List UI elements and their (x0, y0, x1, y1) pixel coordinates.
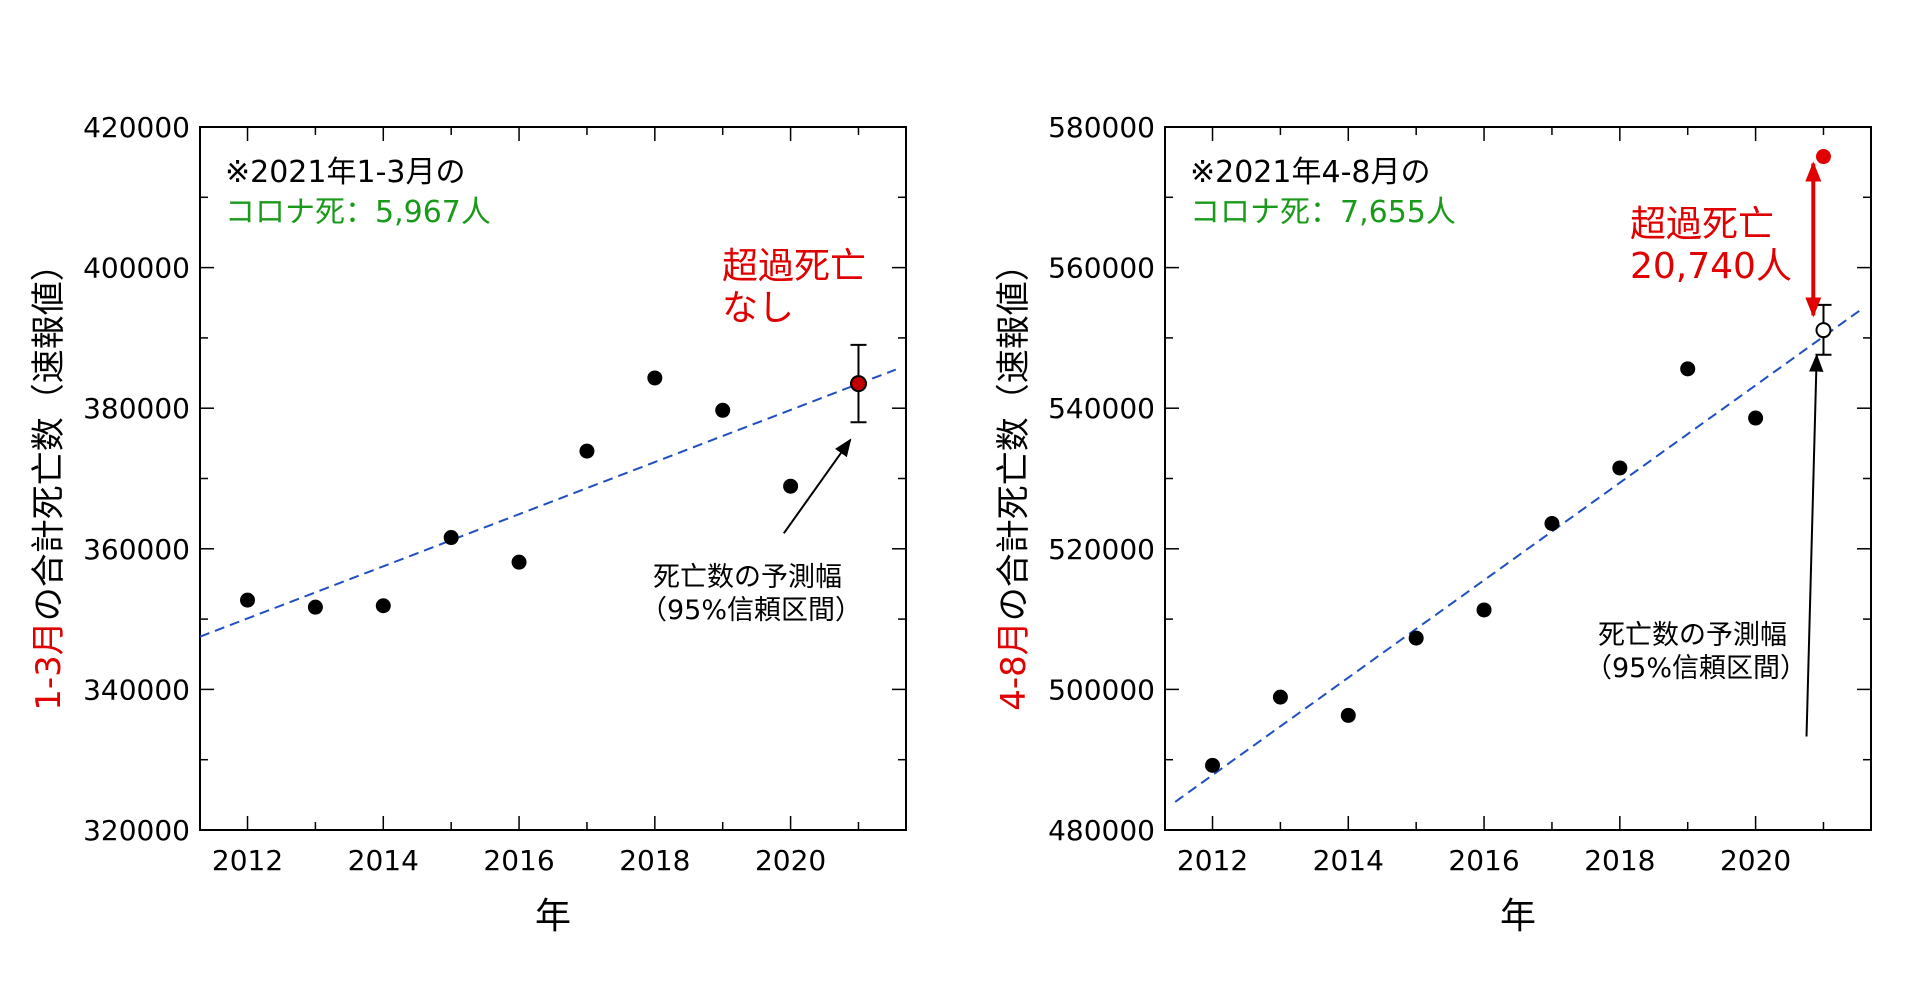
data-point (1544, 515, 1560, 531)
data-point (715, 402, 731, 418)
arrow-label-line1: 死亡数の予測幅 (653, 562, 842, 593)
excess-label-line1: 超過死亡 (1630, 204, 1774, 245)
covid-note-line1: ※2021年4-8月の (1190, 155, 1430, 190)
x-tick-label: 2014 (348, 844, 419, 877)
covid-note-line2: コロナ死：7,655人 (1190, 195, 1456, 230)
prediction-arrow (782, 438, 852, 534)
data-point (1748, 410, 1764, 426)
data-points (1205, 361, 1764, 773)
x-tick-label: 2018 (1584, 844, 1655, 877)
data-points (240, 370, 799, 615)
x-tick-label: 2018 (619, 844, 690, 877)
observed-2021-point (1815, 149, 1831, 165)
observed-2021-point (849, 375, 867, 393)
y-tick-label: 400000 (83, 252, 190, 285)
data-point (1612, 460, 1628, 476)
plot-frame (199, 126, 907, 831)
data-point (511, 554, 527, 570)
y-tick-labels: 480000 500000 520000 540000 560000 580000 (1048, 111, 1155, 847)
prediction-arrow (1805, 353, 1824, 737)
data-point (240, 592, 256, 608)
excess-label-line2: 20,740人 (1630, 246, 1792, 287)
y-tick-label: 340000 (83, 673, 190, 706)
data-point (1680, 361, 1696, 377)
y-tick-label: 560000 (1048, 252, 1155, 285)
y-axis-label-period: 4-8月 (994, 621, 1034, 711)
arrow-label-line2: （95%信頼区間） (1585, 653, 1807, 684)
y-tick-label: 420000 (83, 111, 190, 144)
x-axis-label: 年 (535, 896, 571, 937)
y-tick-label: 520000 (1048, 533, 1155, 566)
x-tick-label: 2016 (1448, 844, 1519, 877)
x-tick-label: 2020 (1720, 844, 1791, 877)
y-tick-label: 580000 (1048, 111, 1155, 144)
data-point (1408, 630, 1424, 646)
y-tick-label: 380000 (83, 392, 190, 425)
trend-line (1174, 308, 1862, 803)
predicted-2021-point (1815, 322, 1832, 339)
excess-label-line1: 超過死亡 (722, 246, 866, 287)
y-tick-label: 320000 (83, 814, 190, 847)
y-axis-label-period: 1-3月 (29, 621, 69, 711)
data-point (375, 598, 391, 614)
excess-label-line2: なし (722, 288, 794, 329)
arrow-label-line2: （95%信頼区間） (640, 595, 862, 626)
y-axis-label: 1-3月の合計死亡数（速報値） (29, 247, 69, 711)
x-tick-label: 2012 (1177, 844, 1248, 877)
data-point (1476, 602, 1492, 618)
arrow-label-line1: 死亡数の予測幅 (1598, 620, 1787, 651)
trend-line (199, 368, 897, 638)
y-axis-label-rest: の合計死亡数（速報値） (29, 247, 69, 621)
y-tick-label: 500000 (1048, 673, 1155, 706)
y-axis-label: 4-8月の合計死亡数（速報値） (994, 247, 1034, 711)
data-point (1205, 757, 1221, 773)
axis-ticks (200, 126, 906, 831)
y-tick-label: 540000 (1048, 392, 1155, 425)
data-point (307, 599, 323, 615)
chart-panel-jan-mar: 320000 340000 360000 380000 400000 420000 201… (29, 111, 907, 937)
data-point (579, 443, 595, 459)
data-point (1340, 707, 1356, 723)
data-point (1272, 689, 1288, 705)
x-tick-labels: 2012 2014 2016 2018 2020 (212, 844, 826, 877)
covid-note-line2: コロナ死：5,967人 (225, 195, 491, 230)
chart-panel-apr-aug: 480000 500000 520000 540000 560000 580000 201… (994, 111, 1872, 937)
y-tick-label: 360000 (83, 533, 190, 566)
y-tick-label: 480000 (1048, 814, 1155, 847)
x-tick-label: 2014 (1313, 844, 1384, 877)
y-tick-labels: 320000 340000 360000 380000 400000 420000 (83, 111, 190, 847)
covid-note-line1: ※2021年1-3月の (225, 155, 465, 190)
x-tick-label: 2016 (483, 844, 554, 877)
x-tick-label: 2012 (212, 844, 283, 877)
axis-ticks (1165, 126, 1871, 831)
x-axis-label: 年 (1500, 896, 1536, 937)
data-point (647, 370, 663, 386)
data-point (443, 530, 459, 546)
x-tick-label: 2020 (755, 844, 826, 877)
data-point (783, 478, 799, 494)
y-axis-label-rest: の合計死亡数（速報値） (994, 247, 1034, 621)
x-tick-labels: 2012 2014 2016 2018 2020 (1177, 844, 1791, 877)
